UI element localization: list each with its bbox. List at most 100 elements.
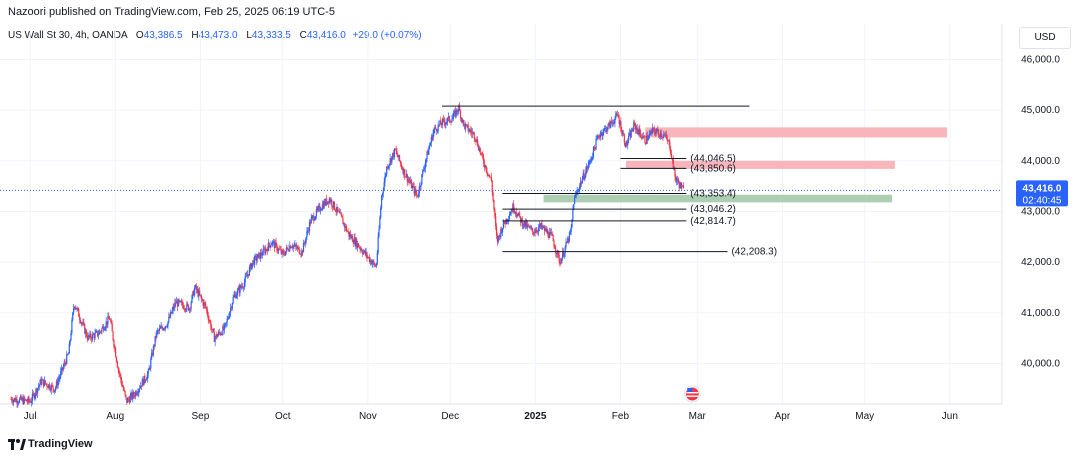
candle-body bbox=[66, 354, 68, 365]
candle-body bbox=[57, 380, 59, 386]
x-tick-label: Nov bbox=[359, 411, 377, 422]
candle-body bbox=[205, 307, 208, 310]
candle-body bbox=[112, 331, 114, 340]
candle-body bbox=[332, 201, 335, 208]
candle-body bbox=[222, 326, 224, 335]
candle-body bbox=[289, 245, 291, 251]
candle-body bbox=[490, 177, 492, 182]
candle-body bbox=[427, 151, 429, 155]
x-tick-label: Aug bbox=[106, 411, 124, 422]
candle-body bbox=[285, 247, 287, 252]
candle-body bbox=[428, 148, 430, 155]
candle-body bbox=[457, 110, 459, 112]
candle-body bbox=[94, 332, 96, 339]
candle-body bbox=[11, 399, 13, 402]
candle-body bbox=[127, 398, 129, 403]
candle-body bbox=[629, 132, 631, 138]
candle-body bbox=[405, 174, 408, 177]
candle-body bbox=[320, 210, 322, 212]
candle-body bbox=[31, 393, 34, 401]
candle-body bbox=[282, 250, 284, 253]
candle-body bbox=[382, 189, 384, 194]
candle-body bbox=[264, 249, 266, 254]
candle-body bbox=[586, 166, 589, 169]
candle-body bbox=[615, 113, 617, 119]
candle-body bbox=[48, 384, 51, 390]
candle-body bbox=[395, 149, 397, 152]
candle-body bbox=[404, 169, 406, 177]
candle-body bbox=[357, 243, 360, 248]
candle-body bbox=[148, 368, 150, 370]
candle-body bbox=[455, 109, 457, 117]
candle-body bbox=[489, 176, 492, 178]
candle-body bbox=[581, 178, 583, 184]
demand-zone[interactable] bbox=[543, 194, 893, 203]
candle-body bbox=[177, 299, 179, 307]
candle-body bbox=[558, 254, 560, 263]
candle-body bbox=[392, 152, 394, 157]
candle-body bbox=[586, 166, 588, 172]
candle-body bbox=[274, 241, 276, 249]
candle-body bbox=[159, 328, 161, 329]
candle-body bbox=[316, 209, 318, 210]
supply-zone[interactable] bbox=[625, 160, 895, 169]
supply-zone[interactable] bbox=[645, 127, 948, 138]
published-info: Nazoori published on TradingView.com, Fe… bbox=[8, 6, 335, 18]
candle-body bbox=[302, 250, 304, 253]
candle-body bbox=[34, 394, 36, 399]
level-label: (42,814.7) bbox=[690, 216, 736, 227]
candle-body bbox=[110, 321, 112, 324]
candle-body bbox=[562, 251, 565, 257]
candle-body bbox=[104, 327, 106, 330]
candle-body bbox=[115, 357, 118, 362]
candle-body bbox=[419, 186, 421, 187]
candle-body bbox=[240, 285, 242, 288]
currency-button[interactable]: USD bbox=[1019, 27, 1071, 49]
tradingview-brand: TradingView bbox=[28, 438, 93, 450]
candle-body bbox=[643, 136, 645, 137]
candle-body bbox=[611, 122, 613, 123]
candle-body bbox=[290, 247, 293, 249]
candle-body bbox=[468, 131, 470, 132]
candle-body bbox=[266, 248, 268, 250]
candle-body bbox=[181, 302, 183, 303]
candle-body bbox=[482, 153, 484, 158]
candle-body bbox=[284, 251, 287, 256]
candle-body bbox=[230, 307, 233, 309]
candle-body bbox=[349, 234, 351, 237]
candle-body bbox=[133, 395, 136, 397]
candle-body bbox=[144, 375, 146, 381]
candle-body bbox=[383, 182, 385, 190]
candle-body bbox=[351, 236, 354, 242]
candle-body bbox=[569, 231, 571, 233]
candle-body bbox=[432, 133, 434, 140]
candle-body bbox=[89, 333, 91, 337]
candle-body bbox=[554, 246, 556, 249]
symbol-name[interactable]: US Wall St 30, 4h, OANDA bbox=[8, 30, 128, 41]
candle-body bbox=[488, 175, 490, 176]
candle-body bbox=[446, 121, 448, 123]
candle-body bbox=[333, 201, 336, 210]
candle-body bbox=[380, 196, 383, 208]
candle-body bbox=[374, 266, 377, 267]
candle-body bbox=[310, 217, 312, 224]
candle-body bbox=[393, 148, 396, 157]
candle-body bbox=[402, 169, 404, 174]
candle-body bbox=[259, 252, 261, 259]
candle-body bbox=[281, 250, 283, 254]
candle-body bbox=[610, 120, 613, 123]
candle-body bbox=[256, 258, 258, 261]
candle-body bbox=[169, 316, 171, 318]
candle-body bbox=[458, 106, 460, 111]
candle-body bbox=[517, 214, 519, 217]
candle-body bbox=[263, 248, 265, 250]
open-value: 43,386.5 bbox=[143, 30, 183, 41]
candle-body bbox=[545, 228, 547, 233]
candle-body bbox=[363, 250, 366, 252]
candle-body bbox=[133, 392, 135, 396]
candle-body bbox=[524, 221, 526, 227]
candle-body bbox=[462, 120, 464, 123]
candle-body bbox=[299, 253, 301, 255]
candle-body bbox=[537, 227, 540, 232]
